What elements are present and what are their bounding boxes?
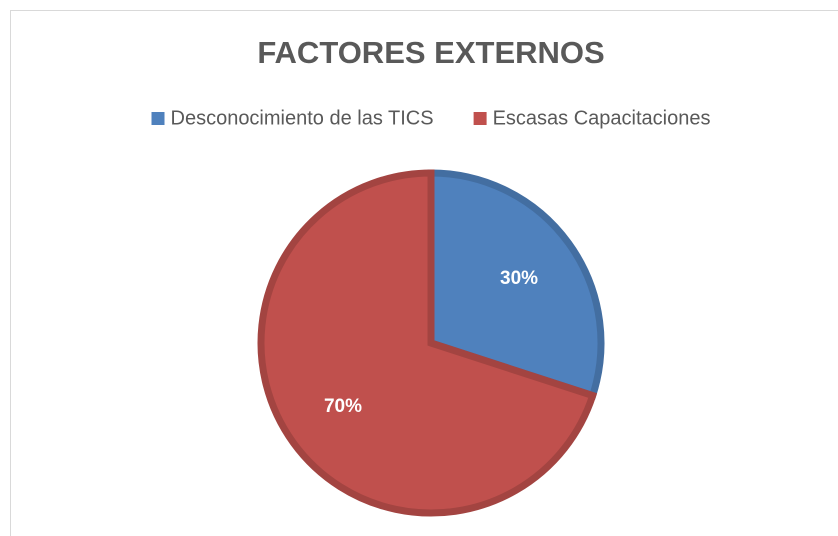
pie-slice	[257, 169, 598, 517]
legend-swatch	[473, 112, 487, 125]
data-label: 70%	[324, 396, 362, 417]
legend-label: Escasas Capacitaciones	[493, 107, 711, 129]
chart-title: FACTORES EXTERNOS	[257, 35, 604, 70]
legend-swatch	[151, 112, 165, 125]
legend-label: Desconocimiento de las TICS	[171, 107, 434, 129]
data-label: 30%	[500, 268, 538, 289]
pie-slice	[427, 169, 605, 400]
